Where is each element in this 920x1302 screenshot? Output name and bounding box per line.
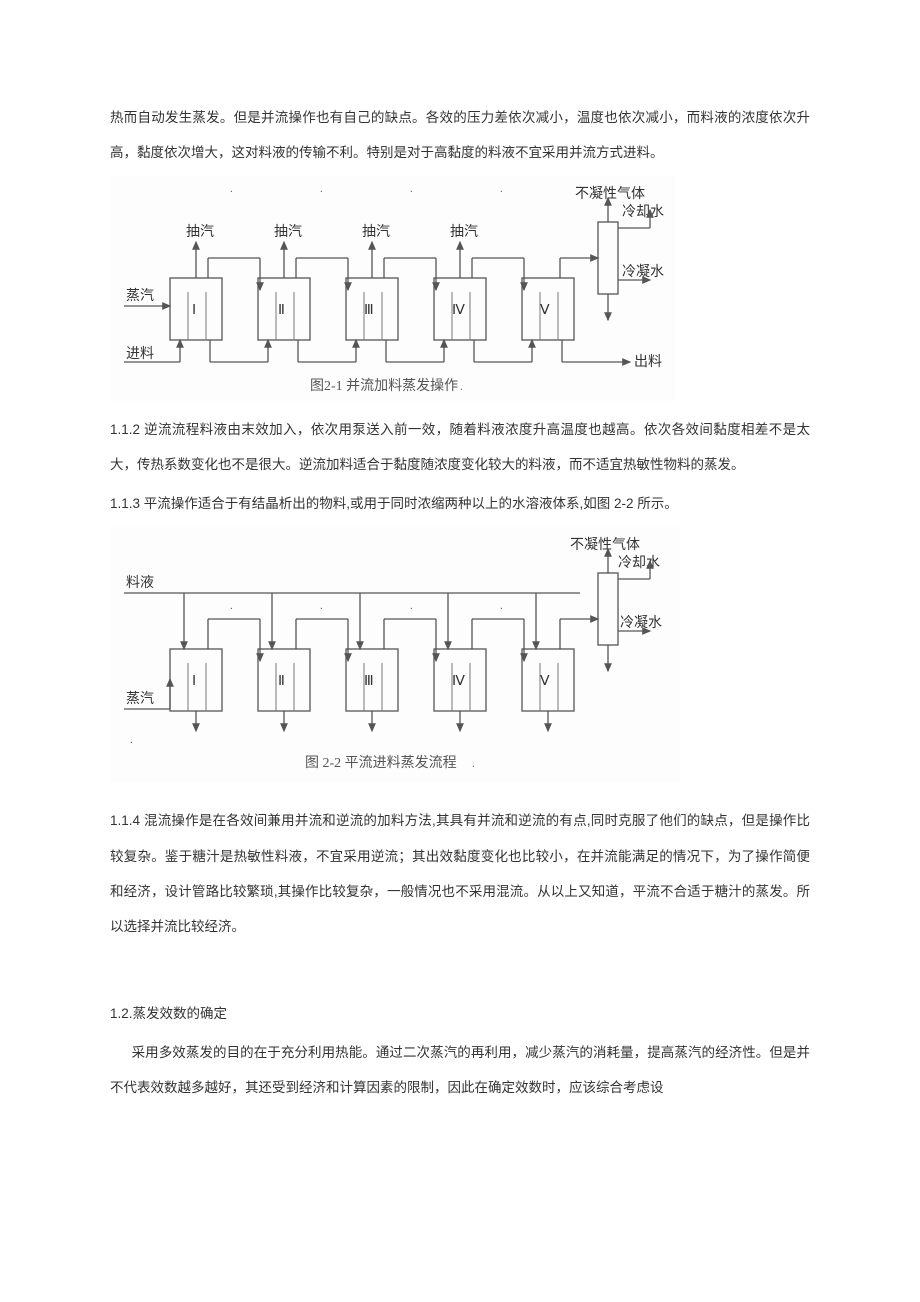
unit-2: Ⅱ: [278, 303, 285, 318]
svg-text:.: .: [410, 600, 413, 612]
unit-2b: Ⅱ: [278, 674, 285, 689]
label-steam-2: 蒸汽: [126, 691, 154, 707]
unit-4: Ⅳ: [452, 303, 465, 318]
evaporator-row: Ⅰ Ⅱ: [170, 242, 598, 340]
unit-3: Ⅲ: [364, 303, 374, 318]
label-extract-3: 抽汽: [362, 224, 390, 240]
svg-text:.: .: [410, 183, 413, 195]
svg-text:.: .: [472, 758, 475, 770]
evaporator-row-2: Ⅰ Ⅱ Ⅲ Ⅳ Ⅴ: [170, 649, 574, 711]
unit-1: Ⅰ: [192, 303, 196, 318]
paragraph-1-2-body: 采用多效蒸发的目的在于充分利用热能。通过二次蒸汽的再利用，减少蒸汽的消耗量，提高…: [110, 1035, 810, 1105]
paragraph-intro: 热而自动发生蒸发。但是并流操作也有自己的缺点。各效的压力差依次减小，温度也依次减…: [110, 100, 810, 170]
label-condensate: 冷凝水: [622, 264, 664, 280]
svg-text:.: .: [500, 183, 503, 195]
label-feed: 进料: [126, 346, 154, 362]
figure-2-2-caption: 图 2-2 平流进料蒸发流程: [305, 755, 457, 771]
label-condensate-2: 冷凝水: [620, 615, 662, 631]
label-noncond: 不凝性气体: [575, 186, 645, 202]
svg-text:.: .: [500, 600, 503, 612]
paragraph-1-1-2: 1.1.2 逆流流程料液由末效加入，依次用泵送入前一效，随着料液浓度升高温度也越…: [110, 412, 810, 482]
label-extract-2: 抽汽: [274, 224, 302, 240]
paragraph-1-1-3: 1.1.3 平流操作适合于有结晶析出的物料,或用于同时浓缩两种以上的水溶液体系,…: [110, 486, 810, 521]
unit-5b: Ⅴ: [540, 674, 550, 689]
unit-5: Ⅴ: [540, 303, 550, 318]
label-outlet: 出料: [634, 354, 662, 370]
figure-2-2: 不凝性气体 冷却水 料液 冷凝水: [110, 527, 680, 783]
label-extract-1: 抽汽: [186, 224, 214, 240]
unit-1b: Ⅰ: [192, 674, 196, 689]
svg-text:.: .: [460, 381, 463, 393]
svg-text:.: .: [320, 600, 323, 612]
unit-3b: Ⅲ: [364, 674, 374, 689]
label-cooling-2: 冷却水: [618, 555, 660, 571]
label-noncond-2: 不凝性气体: [570, 537, 640, 553]
paragraph-1-1-4: 1.1.4 混流操作是在各效间兼用并流和逆流的加料方法,其具有并流和逆流的有点,…: [110, 803, 810, 943]
label-feed-2: 料液: [126, 575, 154, 591]
svg-text:.: .: [230, 183, 233, 195]
label-extract-4: 抽汽: [450, 224, 478, 240]
figure-2-1: .... 不凝性气体 冷却水 抽汽 抽汽 抽汽 抽汽 冷凝水: [110, 176, 675, 402]
page: 热而自动发生蒸发。但是并流操作也有自己的缺点。各效的压力差依次减小，温度也依次减…: [0, 0, 920, 1302]
svg-text:.: .: [130, 734, 133, 746]
svg-text:.: .: [320, 183, 323, 195]
svg-text:.: .: [230, 600, 233, 612]
label-steam: 蒸汽: [126, 288, 154, 304]
unit-4b: Ⅳ: [452, 674, 465, 689]
figure-2-1-caption: 图2-1 并流加料蒸发操作: [310, 378, 458, 394]
heading-1-2: 1.2.蒸发效数的确定: [110, 996, 810, 1031]
label-cooling: 冷却水: [622, 204, 664, 220]
